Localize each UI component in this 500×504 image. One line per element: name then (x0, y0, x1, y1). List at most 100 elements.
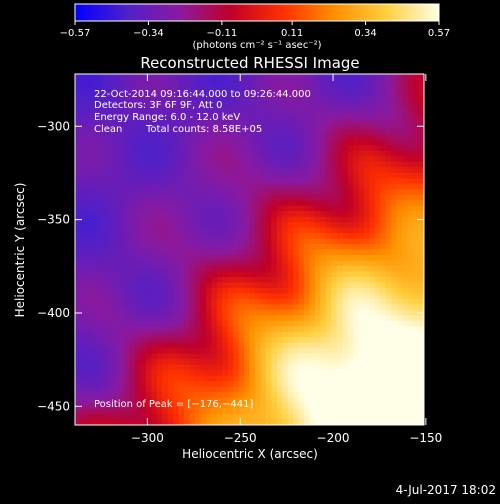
heatmap-cell (353, 309, 360, 316)
heatmap-cell (205, 233, 212, 240)
heatmap-cell (407, 271, 414, 278)
heatmap-cell (205, 211, 212, 218)
heatmap-cell (374, 342, 381, 349)
heatmap-cell (249, 161, 256, 168)
colorbar: −0.57 −0.34 −0.11 0.11 0.34 0.57 (photons cm⁻… (60, 3, 450, 51)
heatmap-cell (254, 117, 261, 124)
heatmap-cell (374, 200, 381, 207)
heatmap-cell (260, 227, 267, 234)
heatmap-cell (298, 386, 305, 393)
heatmap-cell (271, 128, 278, 135)
heatmap-cell (276, 101, 283, 108)
heatmap-cell (342, 145, 349, 152)
heatmap-cell (374, 95, 381, 103)
heatmap-cell (260, 265, 267, 273)
heatmap-cell (194, 249, 202, 256)
heatmap-cell (107, 194, 114, 201)
heatmap-cell (124, 183, 131, 190)
heatmap-cell (156, 222, 163, 229)
heatmap-cell (134, 397, 142, 404)
heatmap-cell (233, 309, 240, 316)
heatmap-cell (178, 134, 185, 141)
heatmap-cell (113, 101, 120, 108)
heatmap-cell (222, 227, 229, 234)
heatmap-cell (140, 84, 147, 92)
heatmap-cell (189, 194, 196, 201)
heatmap-cell (260, 244, 267, 251)
heatmap-cell (85, 84, 92, 92)
heatmap-cell (85, 167, 92, 174)
heatmap-cell (211, 304, 218, 311)
heatmap-cell (151, 287, 158, 294)
heatmap-cell (369, 150, 376, 157)
heatmap-cell (129, 128, 136, 135)
heatmap-cell (418, 353, 424, 360)
heatmap-cell (282, 331, 289, 338)
heatmap-cell (80, 271, 87, 278)
heatmap-cell (124, 95, 131, 103)
heatmap-cell (380, 178, 387, 185)
heatmap-cell (145, 293, 152, 300)
heatmap-cell (80, 167, 87, 174)
heatmap-cell (336, 74, 343, 81)
heatmap-cell (413, 189, 420, 196)
heatmap-cell (75, 381, 82, 388)
heatmap-cell (260, 282, 267, 289)
heatmap-cell (129, 172, 136, 179)
heatmap-cell (80, 194, 87, 201)
heatmap-cell (347, 233, 354, 240)
heatmap-cell (184, 167, 191, 174)
heatmap-cell (124, 326, 131, 333)
heatmap-cell (304, 200, 311, 207)
heatmap-cell (304, 106, 311, 113)
heatmap-cell (402, 172, 409, 179)
heatmap-cell (331, 353, 338, 360)
heatmap-cell (118, 178, 125, 185)
heatmap-cell (124, 145, 131, 152)
heatmap-cell (309, 238, 316, 245)
heatmap-cell (396, 178, 403, 185)
heatmap-cell (140, 189, 147, 196)
heatmap-cell (75, 84, 82, 92)
heatmap-cell (287, 320, 294, 327)
heatmap-cell (200, 183, 207, 190)
heatmap-cell (413, 309, 420, 316)
heatmap-cell (325, 315, 332, 322)
heatmap-cell (227, 282, 234, 289)
heatmap-cell (151, 386, 158, 393)
heatmap-cell (244, 381, 251, 388)
heatmap-cell (325, 265, 332, 273)
heatmap-cell (271, 315, 278, 322)
heatmap-cell (200, 309, 207, 316)
heatmap-cell (233, 326, 240, 333)
heatmap-cell (298, 189, 305, 196)
heatmap-cell (402, 117, 409, 124)
heatmap-cell (331, 260, 338, 267)
heatmap-cell (374, 222, 381, 229)
heatmap-cell (200, 348, 207, 355)
heatmap-cell (265, 293, 272, 300)
heatmap-cell (184, 359, 191, 366)
heatmap-cell (304, 123, 311, 130)
heatmap-cell (118, 172, 125, 179)
heatmap-cell (134, 282, 142, 289)
heatmap-cell (227, 167, 234, 174)
heatmap-cell (254, 315, 261, 322)
heatmap-cell (249, 74, 256, 81)
heatmap-cell (233, 222, 240, 229)
heatmap-cell (276, 271, 283, 278)
heatmap-cell (96, 282, 103, 289)
heatmap-cell (358, 414, 365, 421)
heatmap-cell (75, 364, 82, 371)
heatmap-cell (265, 287, 272, 294)
heatmap-cell (391, 348, 398, 355)
total-counts-label: Total counts: 8.58E+05 (145, 124, 262, 135)
heatmap-cell (260, 260, 267, 267)
heatmap-cell (336, 194, 343, 201)
heatmap-cell (336, 260, 343, 267)
heatmap-cell (418, 205, 424, 212)
heatmap-cell (134, 276, 142, 283)
heatmap-cell (271, 134, 278, 141)
heatmap-cell (85, 353, 92, 360)
heatmap-cell (113, 265, 120, 273)
